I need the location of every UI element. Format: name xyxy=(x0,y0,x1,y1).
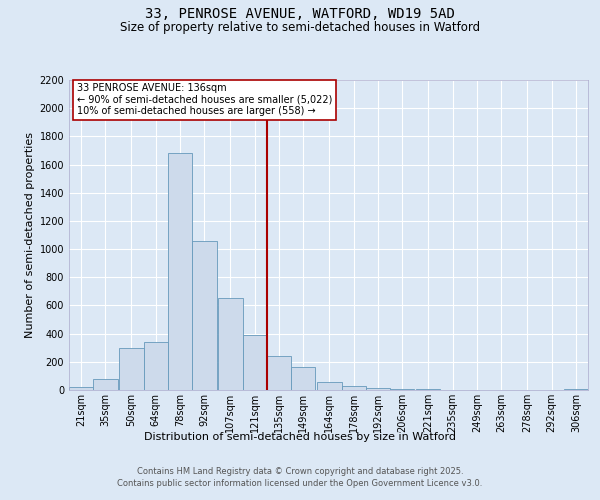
Y-axis label: Number of semi-detached properties: Number of semi-detached properties xyxy=(25,132,35,338)
Bar xyxy=(291,368,316,390)
Bar xyxy=(317,382,341,390)
Bar xyxy=(267,356,291,390)
Text: Size of property relative to semi-detached houses in Watford: Size of property relative to semi-detach… xyxy=(120,21,480,34)
Bar xyxy=(69,387,94,390)
Bar xyxy=(341,386,366,390)
Bar xyxy=(242,335,267,390)
Text: Contains HM Land Registry data © Crown copyright and database right 2025.: Contains HM Land Registry data © Crown c… xyxy=(137,468,463,476)
Text: Distribution of semi-detached houses by size in Watford: Distribution of semi-detached houses by … xyxy=(144,432,456,442)
Bar xyxy=(563,388,588,390)
Bar xyxy=(94,378,118,390)
Bar xyxy=(143,342,168,390)
Bar xyxy=(218,298,242,390)
Bar xyxy=(168,154,192,390)
Text: 33, PENROSE AVENUE, WATFORD, WD19 5AD: 33, PENROSE AVENUE, WATFORD, WD19 5AD xyxy=(145,8,455,22)
Bar xyxy=(366,388,390,390)
Text: Contains public sector information licensed under the Open Government Licence v3: Contains public sector information licen… xyxy=(118,478,482,488)
Bar xyxy=(390,389,415,390)
Bar xyxy=(119,348,143,390)
Text: 33 PENROSE AVENUE: 136sqm
← 90% of semi-detached houses are smaller (5,022)
10% : 33 PENROSE AVENUE: 136sqm ← 90% of semi-… xyxy=(77,83,332,116)
Bar xyxy=(192,240,217,390)
